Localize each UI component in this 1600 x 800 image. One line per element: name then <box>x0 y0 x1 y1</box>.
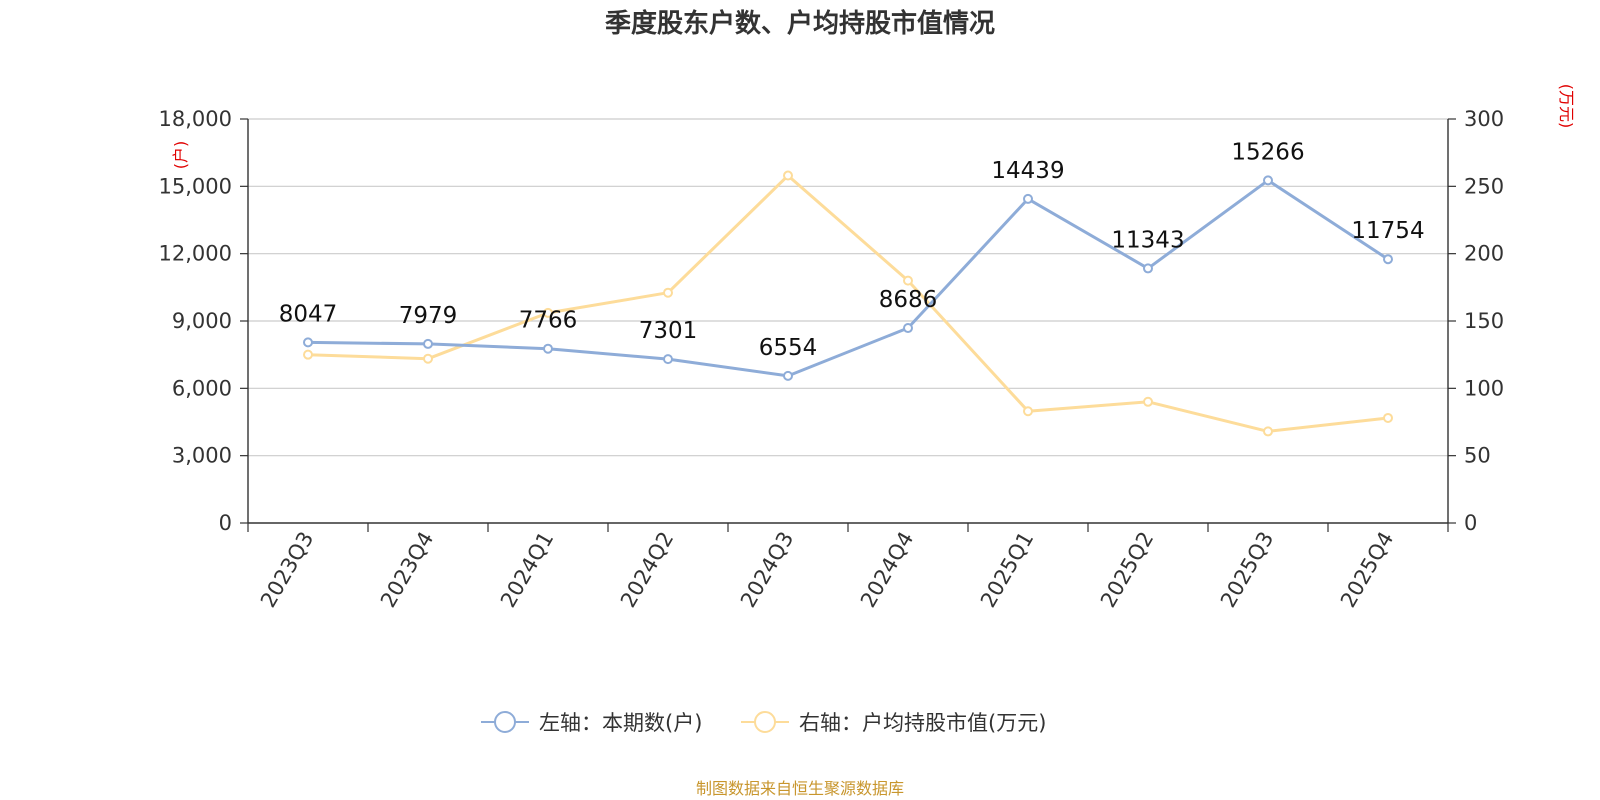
data-point-right <box>663 287 673 298</box>
grid <box>248 118 1448 457</box>
right-axis-tick-label: 250 <box>1464 174 1504 198</box>
data-label: 15266 <box>1231 139 1304 165</box>
legend-label: 右轴：户均持股市值(万元) <box>799 711 1046 735</box>
data-point-left <box>1263 175 1273 186</box>
data-point-left <box>423 338 433 349</box>
data-label: 7301 <box>639 318 698 344</box>
x-axis-tick-label: 2024Q2 <box>616 528 678 612</box>
data-point-left <box>903 323 913 334</box>
series-left: 8047 7979 7766 7301 6554 8686 14439 11343 15266 1… <box>279 139 1425 381</box>
right-axis-unit: (万元) <box>1557 84 1576 129</box>
right-axis-tick-label: 150 <box>1464 309 1504 333</box>
left-axis-tick-label: 12,000 <box>159 242 232 266</box>
x-axis-tick-label: 2023Q4 <box>376 528 438 612</box>
data-label: 11343 <box>1111 227 1184 253</box>
left-axis-tick-label: 0 <box>219 511 232 535</box>
x-axis-tick-label: 2025Q3 <box>1216 528 1278 612</box>
legend-item-right[interactable]: 右轴：户均持股市值(万元) <box>741 711 1046 735</box>
right-axis-tick-label: 200 <box>1464 242 1504 266</box>
data-point-right <box>903 275 913 286</box>
data-point-right <box>1143 396 1153 407</box>
legend[interactable]: 左轴：本期数(户) 右轴：户均持股市值(万元) <box>481 711 1046 735</box>
data-point-left <box>1023 193 1033 204</box>
legend-label: 左轴：本期数(户) <box>539 711 702 735</box>
data-point-right <box>303 349 313 360</box>
series-line-right <box>307 174 1389 433</box>
data-point-right <box>543 307 553 318</box>
data-point-right <box>1263 426 1273 437</box>
legend-marker-left <box>494 711 516 733</box>
x-axis-tick-label: 2024Q1 <box>496 528 558 612</box>
left-axis-tick-label: 9,000 <box>172 309 232 333</box>
legend-marker-right <box>754 711 776 733</box>
legend-item-left[interactable]: 左轴：本期数(户) <box>481 711 702 735</box>
data-point-left <box>783 370 793 381</box>
data-point-right <box>1383 412 1393 423</box>
right-axis-tick-label: 50 <box>1464 444 1491 468</box>
data-label: 11754 <box>1351 218 1424 244</box>
data-label: 6554 <box>759 335 818 361</box>
left-axis-tick-label: 15,000 <box>159 174 232 198</box>
right-axis-tick-label: 0 <box>1464 511 1477 535</box>
left-axis-tick-label: 18,000 <box>159 107 232 131</box>
x-axis-tick-label: 2025Q1 <box>976 528 1038 612</box>
data-point-left <box>663 354 673 365</box>
data-label: 8047 <box>279 301 338 327</box>
data-label: 8686 <box>879 287 938 313</box>
data-point-left <box>543 343 553 354</box>
x-axis-tick-label: 2025Q2 <box>1096 528 1158 612</box>
x-axis-tick-label: 2024Q4 <box>856 528 918 612</box>
left-axis-unit: (户) <box>171 141 190 170</box>
data-point-left <box>1383 254 1393 265</box>
data-point-right <box>1023 406 1033 417</box>
x-axis-tick-label: 2025Q4 <box>1336 528 1398 612</box>
data-label: 7979 <box>399 303 458 329</box>
data-label: 7766 <box>519 308 578 334</box>
source-note: 制图数据来自恒生聚源数据库 <box>696 779 904 798</box>
left-axis-tick-label: 6,000 <box>172 376 232 400</box>
data-point-left <box>1143 263 1153 274</box>
right-axis-tick-label: 100 <box>1464 376 1504 400</box>
data-point-right <box>783 170 793 181</box>
data-point-right <box>423 353 433 364</box>
chart-title: 季度股东户数、户均持股市值情况 <box>605 8 995 39</box>
right-axis-tick-label: 300 <box>1464 107 1504 131</box>
x-axis-tick-label: 2024Q3 <box>736 528 798 612</box>
data-point-left <box>303 337 313 348</box>
data-label: 14439 <box>991 158 1064 184</box>
series-right <box>303 170 1393 437</box>
series: 8047 7979 7766 7301 6554 8686 14439 11343 15266 1… <box>279 139 1425 437</box>
x-axis-tick-label: 2023Q3 <box>256 528 318 612</box>
left-axis-tick-label: 3,000 <box>172 444 232 468</box>
series-line-left <box>307 178 1389 378</box>
